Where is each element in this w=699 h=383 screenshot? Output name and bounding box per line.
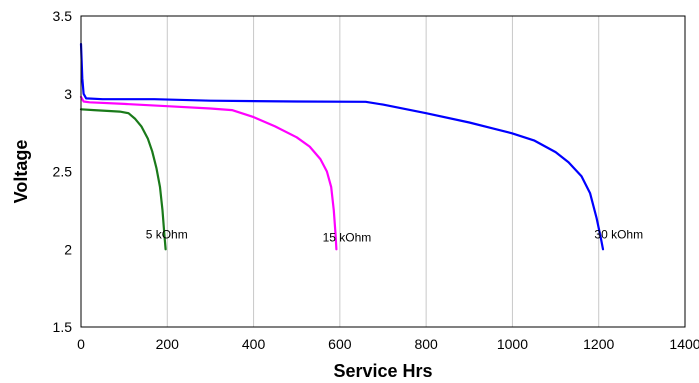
series-layer [79,42,605,251]
x-tick-label: 1400 [669,336,699,352]
y-axis-ticks: 1.5 2 2.5 3 3.5 [53,8,73,335]
y-axis-title: Voltage [11,140,31,204]
x-tick-label: 1200 [583,336,614,352]
y-tick-label: 1.5 [53,319,73,335]
series-line [79,108,167,251]
series-label: 15 kOhm [323,230,372,244]
series-line [79,95,338,251]
x-tick-label: 800 [414,336,438,352]
x-tick-label: 0 [77,336,85,352]
series-label: 5 kOhm [146,227,188,241]
x-tick-label: 200 [156,336,180,352]
x-axis-ticks: 0 200 400 600 800 1000 1200 1400 [77,336,699,352]
series-label: 30 kOhm [594,227,643,241]
plot-frame [80,15,686,328]
series-line [79,42,605,251]
y-tick-label: 3 [64,86,72,102]
grid [166,16,600,327]
series-annotations: 5 kOhm 15 kOhm 30 kOhm [146,227,643,244]
x-tick-label: 400 [242,336,266,352]
y-tick-label: 2.5 [53,164,73,180]
x-axis-title: Service Hrs [333,361,432,381]
y-tick-label: 3.5 [53,8,73,24]
x-tick-label: 1000 [497,336,528,352]
y-tick-label: 2 [64,241,72,257]
x-tick-label: 600 [328,336,352,352]
